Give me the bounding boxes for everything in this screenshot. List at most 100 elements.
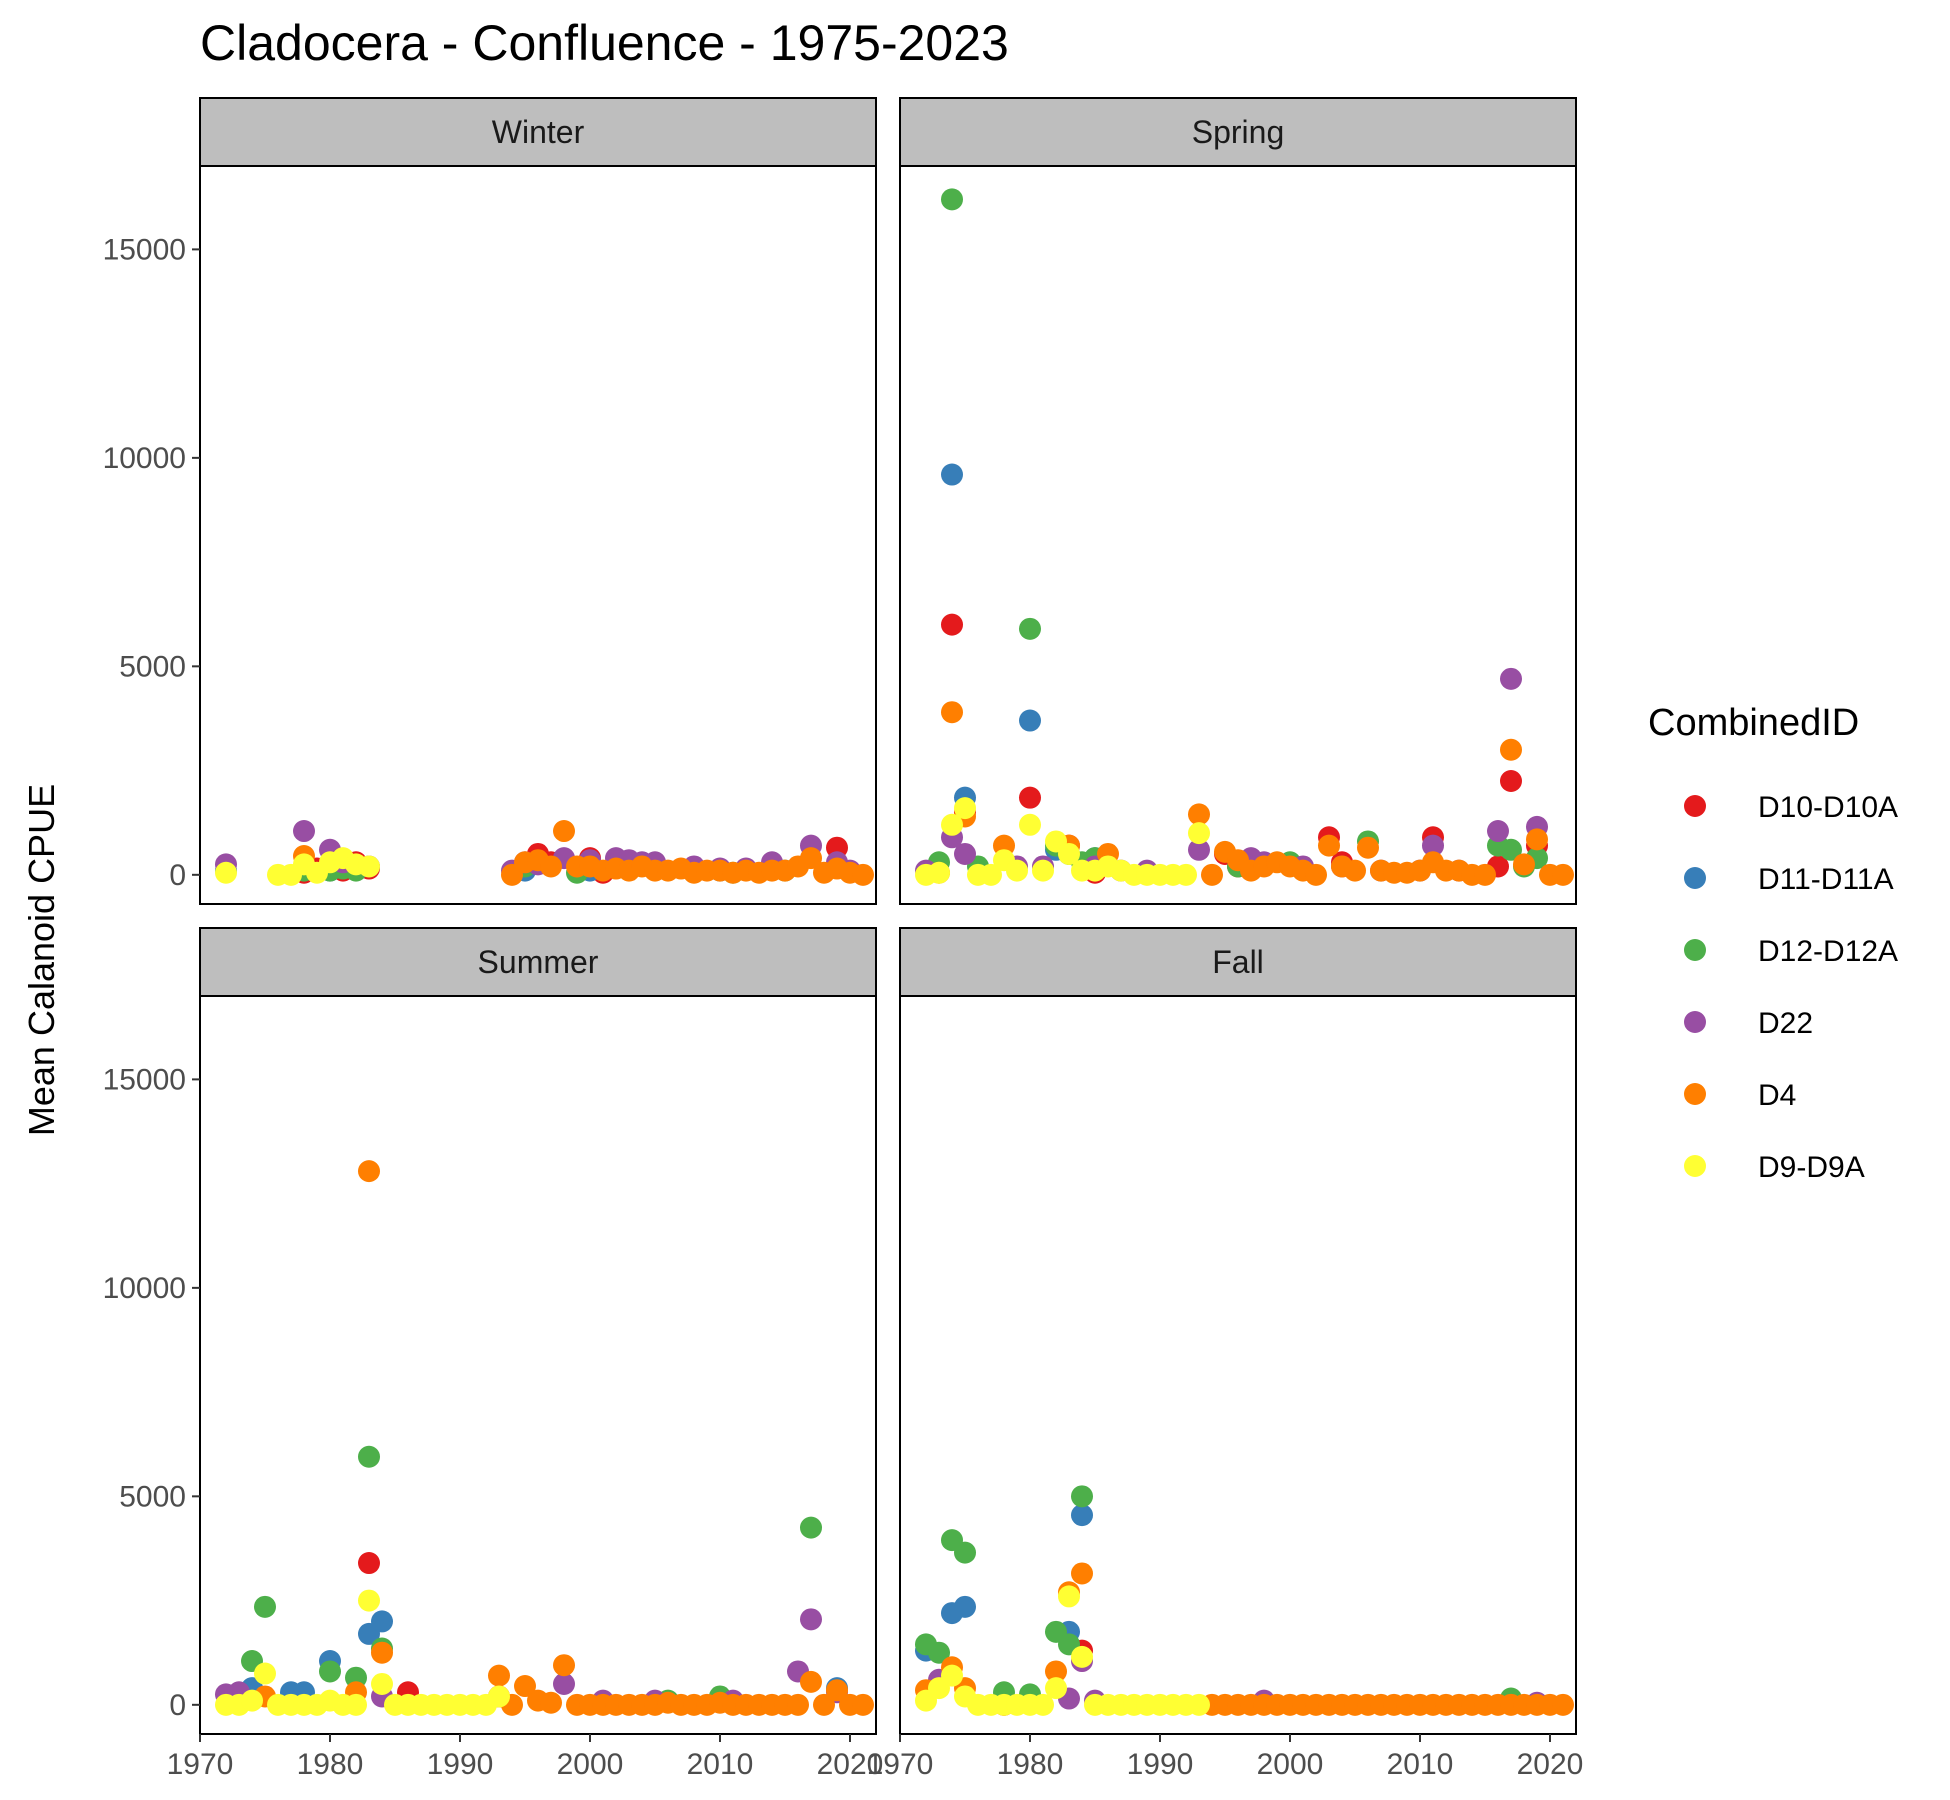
point-summer-d4	[787, 1693, 809, 1716]
point-spring-d11-d11a	[941, 463, 963, 486]
point-spring-d22	[954, 842, 976, 865]
strip-fall	[899, 927, 1577, 997]
panel-border-spring	[899, 165, 1577, 905]
y-tick-label-summer: 10000	[103, 1272, 186, 1305]
point-winter-d9-d9a	[358, 855, 380, 878]
point-winter-d4	[800, 847, 822, 870]
legend-label-d4: D4	[1758, 1079, 1796, 1112]
point-spring-d9-d9a	[1032, 859, 1054, 882]
point-spring-d4	[1552, 863, 1574, 886]
point-summer-d9-d9a	[345, 1693, 367, 1716]
point-summer-d9-d9a	[488, 1685, 510, 1708]
point-winter-d4	[852, 863, 874, 886]
strip-summer	[199, 927, 877, 997]
y-tick-label-winter: 5000	[119, 650, 186, 683]
chart-title: Cladocera - Confluence - 1975-2023	[200, 15, 1009, 71]
panel-border-winter	[199, 165, 877, 905]
points-spring	[915, 188, 1574, 886]
point-spring-d22	[1487, 820, 1509, 843]
point-spring-d9-d9a	[1006, 859, 1028, 882]
point-spring-d12-d12a	[941, 188, 963, 211]
point-summer-d9-d9a	[254, 1662, 276, 1685]
y-tick-label-summer: 5000	[119, 1480, 186, 1513]
point-spring-d4	[1357, 836, 1379, 859]
point-spring-d9-d9a	[980, 863, 1002, 886]
strip-winter	[199, 97, 877, 167]
point-fall-d9-d9a	[1032, 1693, 1054, 1716]
point-summer-d4	[800, 1670, 822, 1693]
point-summer-d22	[800, 1608, 822, 1631]
point-fall-d4	[1045, 1660, 1067, 1683]
point-fall-d11-d11a	[954, 1595, 976, 1618]
point-spring-d9-d9a	[954, 797, 976, 820]
point-fall-d12-d12a	[1071, 1485, 1093, 1508]
point-spring-d4	[1474, 863, 1496, 886]
point-fall-d4	[1071, 1562, 1093, 1585]
panel-border-fall	[899, 995, 1577, 1735]
point-spring-d4	[1305, 863, 1327, 886]
point-spring-d9-d9a	[928, 861, 950, 884]
point-summer-d10-d10a	[358, 1552, 380, 1575]
panel-spring: Spring	[899, 97, 1577, 905]
x-tick-label-fall: 2020	[1517, 1748, 1584, 1781]
point-fall-d9-d9a	[1045, 1677, 1067, 1700]
y-tick-label-summer: 15000	[103, 1063, 186, 1096]
point-summer-d4	[358, 1160, 380, 1183]
point-spring-d22	[1188, 838, 1210, 861]
x-tick-label-fall: 1990	[1127, 1748, 1194, 1781]
legend-key-d11-d11a	[1684, 867, 1706, 889]
point-fall-d9-d9a	[1071, 1645, 1093, 1668]
x-tick-label-summer: 2010	[687, 1748, 754, 1781]
point-summer-d11-d11a	[371, 1610, 393, 1633]
point-winter-d9-d9a	[215, 861, 237, 884]
y-axis-title: Mean Calanoid CPUE	[21, 784, 62, 1136]
point-spring-d10-d10a	[941, 613, 963, 636]
legend-key-d4	[1684, 1083, 1706, 1105]
points-winter	[215, 820, 874, 886]
point-fall-d4	[1552, 1693, 1574, 1716]
x-tick-label-summer: 1990	[427, 1748, 494, 1781]
legend-label-d12-d12a: D12-D12A	[1758, 935, 1898, 968]
point-winter-d4	[540, 855, 562, 878]
point-winter-d22	[293, 820, 315, 843]
point-summer-d4	[813, 1693, 835, 1716]
point-summer-d4	[514, 1675, 536, 1698]
panel-fall: Fall 1970 1980 1990 2000 2010 2020	[867, 927, 1584, 1781]
point-spring-d10-d10a	[1500, 770, 1522, 792]
point-summer-d12-d12a	[254, 1595, 276, 1618]
panels-layer: Winter 0 5000 10000 15000 Spring Summer 0 5000 10…	[103, 97, 1584, 1781]
point-summer-d9-d9a	[241, 1689, 263, 1712]
point-summer-d9-d9a	[371, 1672, 393, 1695]
x-tick-label-fall: 2010	[1387, 1748, 1454, 1781]
x-tick-label-fall: 1980	[997, 1748, 1064, 1781]
point-spring-d12-d12a	[1019, 617, 1041, 640]
x-tick-label-summer: 2000	[557, 1748, 624, 1781]
point-winter-d4	[553, 820, 575, 843]
point-fall-d9-d9a	[1058, 1585, 1080, 1608]
point-summer-d4	[852, 1693, 874, 1716]
point-spring-d9-d9a	[941, 813, 963, 836]
point-summer-d4	[553, 1654, 575, 1677]
point-spring-d11-d11a	[1019, 709, 1041, 732]
point-fall-d11-d11a	[1071, 1504, 1093, 1527]
strip-label-summer: Summer	[478, 944, 599, 980]
point-spring-d9-d9a	[1175, 863, 1197, 886]
points-summer	[215, 1160, 874, 1716]
y-tick-label-summer: 0	[169, 1689, 186, 1722]
legend-key-d9-d9a	[1684, 1155, 1706, 1177]
point-spring-d9-d9a	[1019, 813, 1041, 836]
point-spring-d4	[1344, 859, 1366, 882]
point-spring-d4	[1526, 828, 1548, 851]
point-summer-d4	[488, 1664, 510, 1687]
strip-label-spring: Spring	[1192, 114, 1285, 150]
legend: CombinedID D10-D10A D11-D11A D12-D12A D22 D4…	[1648, 702, 1898, 1184]
point-spring-d9-d9a	[1058, 842, 1080, 865]
strip-label-fall: Fall	[1212, 944, 1264, 980]
point-spring-d22	[1500, 667, 1522, 690]
y-tick-label-winter: 10000	[103, 442, 186, 475]
x-tick-label-summer: 1970	[167, 1748, 234, 1781]
point-spring-d4	[1318, 834, 1340, 857]
x-tick-label-summer: 2020	[817, 1748, 884, 1781]
x-tick-label-summer: 1980	[297, 1748, 364, 1781]
point-spring-d12-d12a	[1500, 838, 1522, 861]
